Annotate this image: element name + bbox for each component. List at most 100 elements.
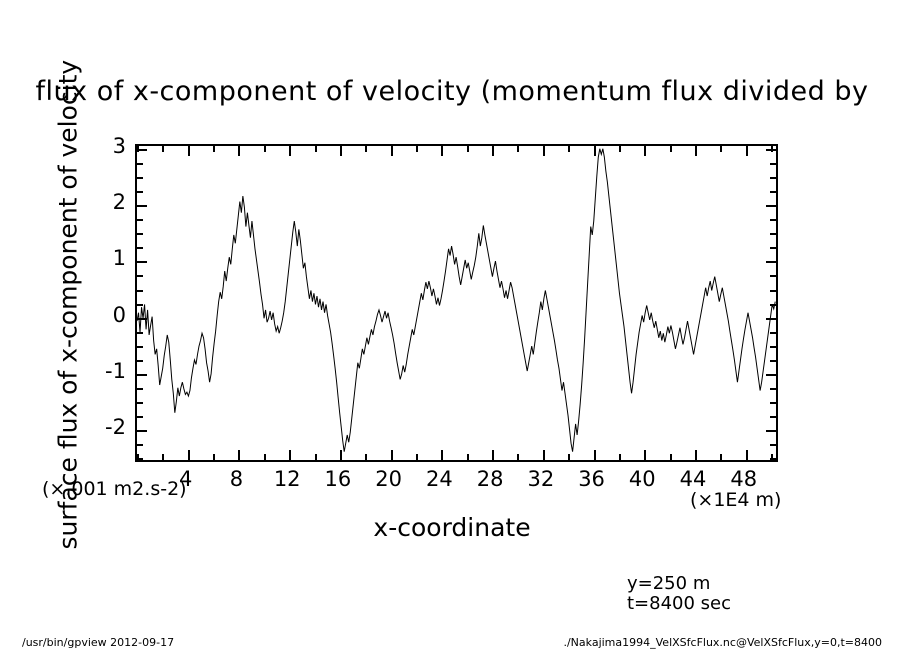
y-tick-minor bbox=[770, 275, 776, 278]
y-tick-minor bbox=[137, 289, 143, 292]
y-tick-minor bbox=[770, 331, 776, 334]
x-tick-label: 48 bbox=[730, 467, 758, 491]
page-title: flux of x-component of velocity (momentu… bbox=[35, 76, 869, 107]
x-tick-major bbox=[441, 450, 444, 460]
y-tick-minor bbox=[770, 345, 776, 348]
x-tick-major bbox=[695, 450, 698, 460]
y-tick-minor bbox=[770, 416, 776, 419]
y-tick-label: -1 bbox=[105, 358, 126, 383]
x-tick-label: 8 bbox=[229, 467, 244, 491]
x-tick-major bbox=[695, 146, 698, 156]
y-tick-major bbox=[137, 205, 147, 208]
x-tick-label: 40 bbox=[628, 467, 656, 491]
y-tick-minor bbox=[137, 416, 143, 419]
data-curve bbox=[137, 146, 776, 460]
y-tick-major bbox=[137, 317, 147, 320]
y-tick-minor bbox=[770, 388, 776, 391]
y-tick-minor bbox=[137, 162, 143, 165]
x-tick-minor bbox=[466, 146, 469, 152]
x-tick-major bbox=[644, 450, 647, 460]
x-tick-minor bbox=[568, 146, 571, 152]
y-tick-minor bbox=[770, 402, 776, 405]
y-tick-minor bbox=[137, 191, 143, 194]
x-tick-label: 24 bbox=[426, 467, 453, 491]
y-tick-major bbox=[137, 148, 147, 151]
y-tick-major bbox=[766, 430, 776, 433]
x-tick-minor bbox=[466, 454, 469, 460]
x-tick-major bbox=[745, 450, 748, 460]
y-tick-minor bbox=[137, 303, 143, 306]
plot-area[interactable] bbox=[135, 144, 778, 462]
y-tick-minor bbox=[137, 275, 143, 278]
x-tick-minor bbox=[365, 454, 368, 460]
x-tick-label: 32 bbox=[527, 467, 555, 491]
x-tick-major bbox=[542, 146, 545, 156]
y-tick-minor bbox=[137, 219, 143, 222]
y-tick-major bbox=[137, 430, 147, 433]
y-tick-major bbox=[766, 261, 776, 264]
x-tick-minor bbox=[416, 146, 418, 152]
y-tick-minor bbox=[770, 176, 776, 179]
x-tick-minor bbox=[162, 146, 165, 152]
x-tick-minor bbox=[162, 454, 165, 460]
x-tick-minor bbox=[720, 454, 723, 460]
y-tick-minor bbox=[770, 233, 776, 236]
y-tick-minor bbox=[137, 176, 143, 179]
x-tick-minor bbox=[771, 454, 774, 460]
y-tick-minor bbox=[770, 162, 776, 165]
x-tick-minor bbox=[720, 146, 723, 152]
x-tick-major bbox=[390, 450, 393, 460]
y-tick-minor bbox=[137, 331, 143, 334]
x-tick-major bbox=[339, 146, 342, 156]
x-tick-major bbox=[390, 146, 393, 156]
x-tick-minor bbox=[263, 146, 266, 152]
y-tick-minor bbox=[770, 289, 776, 292]
y-tick-minor bbox=[137, 444, 143, 447]
x-tick-major bbox=[745, 146, 748, 156]
x-tick-minor bbox=[416, 454, 418, 460]
x-tick-minor bbox=[137, 454, 139, 460]
x-tick-minor bbox=[365, 146, 368, 152]
x-tick-minor bbox=[669, 454, 672, 460]
x-tick-label: 44 bbox=[679, 467, 707, 491]
y-tick-minor bbox=[770, 444, 776, 447]
x-tick-minor bbox=[618, 454, 621, 460]
x-tick-minor bbox=[213, 146, 216, 152]
y-tick-label: -2 bbox=[105, 415, 126, 440]
x-tick-label: 12 bbox=[273, 467, 301, 491]
y-tick-label: 1 bbox=[112, 246, 126, 271]
x-tick-minor bbox=[314, 146, 317, 152]
y-tick-minor bbox=[137, 345, 143, 348]
x-tick-major bbox=[593, 146, 596, 156]
x-tick-label: 20 bbox=[375, 467, 402, 491]
y-tick-major bbox=[766, 205, 776, 208]
y-tick-label: 3 bbox=[112, 133, 126, 158]
x-tick-label: 36 bbox=[578, 467, 605, 491]
x-tick-major bbox=[289, 450, 292, 460]
x-tick-major bbox=[289, 146, 292, 156]
y-tick-minor bbox=[770, 191, 776, 194]
y-axis-units: (×.001 m2.s-2) bbox=[42, 478, 187, 500]
y-tick-minor bbox=[137, 388, 143, 391]
plot-annotations: y=250 m t=8400 sec bbox=[627, 574, 731, 614]
x-tick-minor bbox=[517, 146, 520, 152]
y-tick-minor bbox=[770, 458, 776, 461]
x-tick-major bbox=[238, 450, 241, 460]
x-tick-major bbox=[492, 146, 495, 156]
x-tick-major bbox=[542, 450, 545, 460]
x-tick-major bbox=[339, 450, 342, 460]
x-tick-major bbox=[593, 450, 596, 460]
x-tick-minor bbox=[568, 454, 571, 460]
x-tick-major bbox=[441, 146, 444, 156]
annotation-t: t=8400 sec bbox=[627, 593, 732, 614]
x-axis-title: x-coordinate bbox=[373, 513, 531, 542]
y-tick-minor bbox=[770, 359, 776, 362]
y-tick-minor bbox=[137, 458, 143, 461]
y-tick-major bbox=[137, 373, 147, 376]
x-tick-minor bbox=[618, 146, 621, 152]
footer-source: ./Nakajima1994_VelXSfcFlux.nc@VelXSfcFlu… bbox=[563, 636, 882, 649]
x-tick-major bbox=[492, 450, 495, 460]
y-tick-label: 2 bbox=[112, 190, 126, 215]
x-tick-label: 4 bbox=[179, 467, 193, 491]
x-tick-minor bbox=[669, 146, 672, 152]
